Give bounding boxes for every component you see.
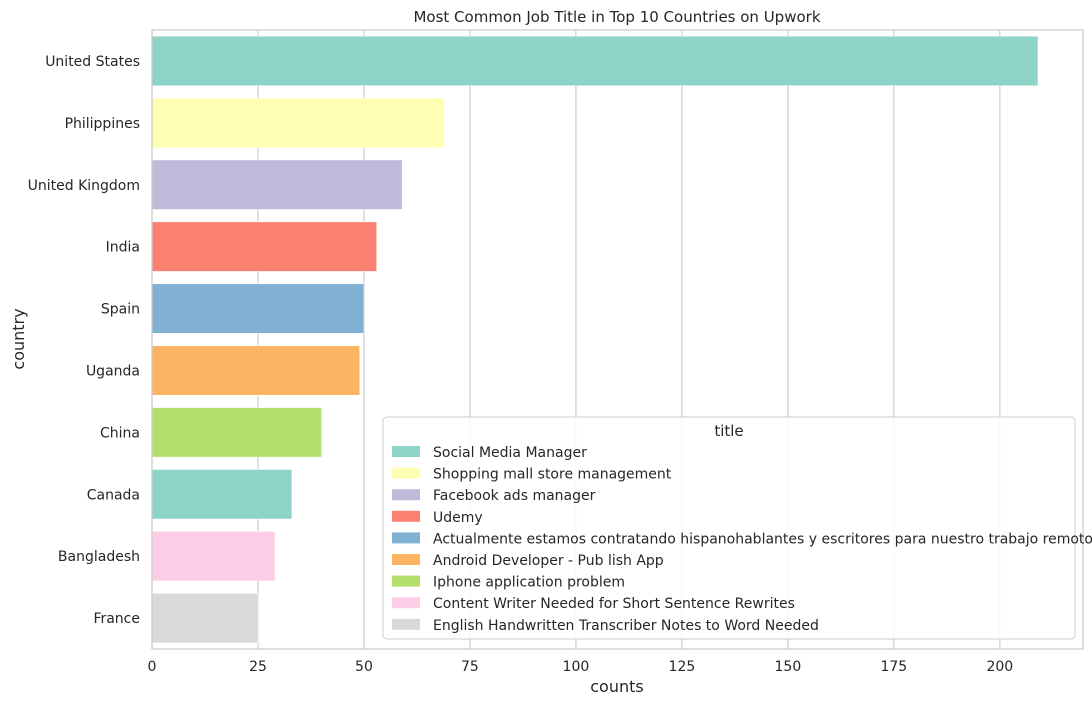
legend-swatch <box>392 575 420 587</box>
bar <box>151 345 360 396</box>
chart-title: Most Common Job Title in Top 10 Countrie… <box>413 8 820 26</box>
bar <box>151 159 403 210</box>
legend: title Social Media Manager Shopping mall … <box>382 416 1092 640</box>
y-tick-label: Canada <box>87 487 140 503</box>
x-tick-label: 200 <box>986 659 1013 675</box>
bar <box>151 593 259 644</box>
y-tick-label: United Kingdom <box>28 178 140 194</box>
legend-swatch <box>392 489 420 501</box>
legend-entry-label: English Handwritten Transcriber Notes to… <box>433 618 819 634</box>
legend-entry-label: Facebook ads manager <box>433 488 596 504</box>
x-tick-label: 25 <box>249 659 267 675</box>
legend-entry-label: Udemy <box>433 510 483 526</box>
y-tick-label: India <box>106 240 140 256</box>
legend-entry-label: Content Writer Needed for Short Sentence… <box>433 596 795 612</box>
bars <box>151 35 1039 644</box>
y-axis-label: country <box>9 308 28 369</box>
legend-entry-label: Shopping mall store management <box>433 467 672 483</box>
legend-title: title <box>714 422 743 440</box>
x-tick-label: 125 <box>669 659 696 675</box>
bar <box>151 35 1039 86</box>
y-tick-label: China <box>100 425 140 441</box>
legend-swatch <box>392 510 420 522</box>
bar <box>151 221 377 272</box>
legend-swatch <box>392 597 420 609</box>
x-tick-label: 175 <box>880 659 907 675</box>
legend-swatch <box>392 554 420 565</box>
legend-swatch <box>392 467 420 479</box>
legend-swatch <box>392 532 420 544</box>
legend-swatch <box>392 618 420 630</box>
y-tick-label: Philippines <box>65 116 140 132</box>
legend-entry-label: Actualmente estamos contratando hispanoh… <box>433 531 1092 547</box>
x-tick-label: 0 <box>148 659 157 675</box>
x-tick-label: 50 <box>355 659 373 675</box>
bar <box>151 469 293 520</box>
legend-swatch <box>392 446 420 457</box>
bar <box>151 407 322 458</box>
legend-entry-label: Iphone application problem <box>433 575 625 591</box>
y-tick-label: Bangladesh <box>58 549 140 565</box>
y-tick-label: Spain <box>101 302 140 318</box>
bar <box>151 97 445 148</box>
x-tick-label: 75 <box>461 659 479 675</box>
x-tick-labels: 0 25 50 75 100 125 150 175 200 <box>148 659 1014 675</box>
legend-entry-label: Social Media Manager <box>433 445 587 461</box>
bar <box>151 283 365 334</box>
bar <box>151 531 276 582</box>
y-tick-label: Uganda <box>86 363 140 379</box>
y-tick-label: France <box>93 611 140 627</box>
x-axis-label: counts <box>590 677 643 696</box>
legend-entry-label: Android Developer - Pub lish App <box>433 553 664 569</box>
y-tick-label: United States <box>45 54 140 70</box>
plot-frame <box>151 29 1084 650</box>
x-tick-label: 150 <box>775 659 802 675</box>
legend-frame <box>382 416 1076 640</box>
x-tick-label: 100 <box>563 659 590 675</box>
y-tick-labels: United States Philippines United Kingdom In… <box>28 54 140 627</box>
